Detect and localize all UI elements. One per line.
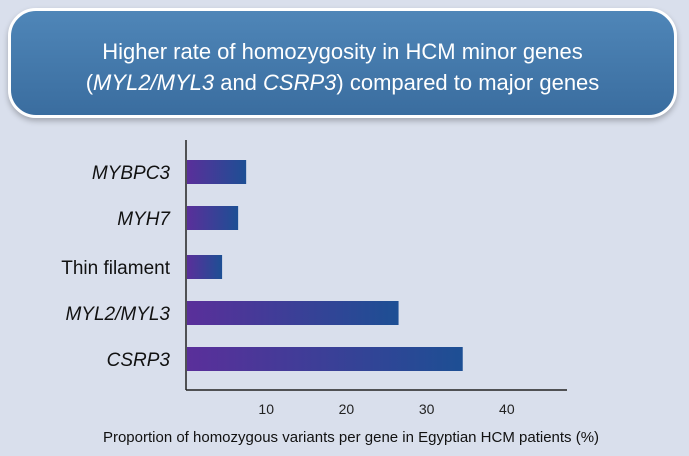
- axes-group: [185, 140, 567, 391]
- x-tick-label-40: 40: [499, 401, 515, 417]
- bar-myh7: [187, 206, 239, 230]
- x-tick-label-20: 20: [339, 401, 355, 417]
- x-tick-label-10: 10: [258, 401, 274, 417]
- bar-csrp3: [187, 347, 463, 371]
- title-line-2: (MYL2/MYL3 and CSRP3) compared to major …: [11, 67, 674, 98]
- title-gene-myl: MYL2/MYL3: [93, 70, 215, 95]
- x-tick-labels: 10 20 30 40: [258, 401, 514, 417]
- title-rest: ) compared to major genes: [336, 70, 600, 95]
- bar-thin-filament: [187, 255, 223, 279]
- category-label-csrp3: CSRP3: [107, 350, 171, 371]
- title-gene-csrp3: CSRP3: [263, 70, 337, 95]
- title-and: and: [214, 70, 264, 95]
- x-tick-label-30: 30: [419, 401, 435, 417]
- title-box: Higher rate of homozygosity in HCM minor…: [8, 8, 677, 118]
- bar-mybpc3: [187, 160, 247, 184]
- category-label-myh7: MYH7: [117, 209, 171, 230]
- category-label-myl2-myl3: MYL2/MYL3: [65, 304, 170, 325]
- title-line-1: Higher rate of homozygosity in HCM minor…: [102, 39, 583, 64]
- bars-group: [187, 160, 463, 371]
- category-label-thin-filament: Thin filament: [61, 258, 170, 279]
- bar-myl2-myl3: [187, 301, 399, 325]
- x-axis-title: Proportion of homozygous variants per ge…: [103, 429, 599, 446]
- category-label-mybpc3: MYBPC3: [92, 163, 171, 184]
- category-labels: MYBPC3 MYH7 Thin filament MYL2/MYL3 CSRP3: [61, 163, 171, 371]
- title-paren-open: (: [85, 70, 94, 95]
